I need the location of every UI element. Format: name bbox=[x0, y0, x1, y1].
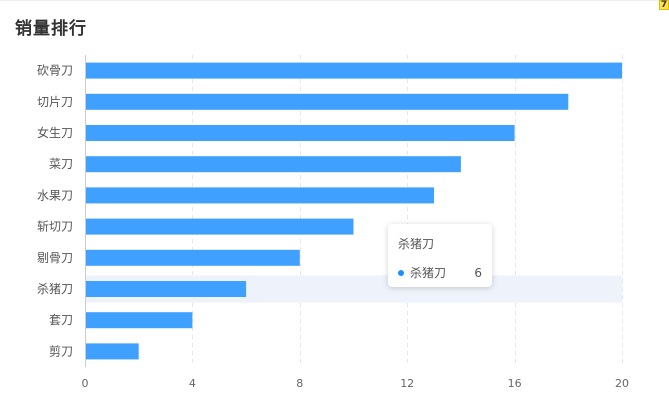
x-tick-label-0: 0 bbox=[82, 377, 89, 390]
category-label-9: 剪刀 bbox=[49, 343, 73, 358]
category-label-0: 砍骨刀 bbox=[37, 63, 73, 78]
category-label-1: 切片刀 bbox=[37, 95, 73, 109]
x-tick-label-4: 16 bbox=[508, 377, 522, 390]
bars bbox=[85, 62, 622, 360]
category-label-4: 水果刀 bbox=[37, 188, 73, 202]
x-tick-label-2: 8 bbox=[296, 377, 303, 390]
bar-1[interactable] bbox=[85, 93, 569, 110]
category-label-5: 斩切刀 bbox=[37, 220, 73, 234]
category-label-3: 菜刀 bbox=[49, 157, 73, 171]
tooltip-title: 杀猪刀 bbox=[398, 237, 435, 251]
bar-8[interactable] bbox=[85, 312, 193, 329]
bar-6[interactable] bbox=[85, 249, 300, 266]
x-tick-label-3: 12 bbox=[400, 377, 414, 390]
x-tick-labels: 0 4 8 12 16 20 bbox=[82, 377, 630, 390]
bar-7[interactable] bbox=[85, 281, 247, 297]
tooltip: 杀猪刀 杀猪刀 6 bbox=[388, 224, 492, 287]
x-tick-label-5: 20 bbox=[615, 377, 629, 390]
category-label-7: 杀猪刀 bbox=[37, 281, 73, 296]
chart-title: 销量排行 bbox=[15, 19, 87, 39]
tooltip-value: 6 bbox=[474, 265, 482, 280]
tooltip-series-name: 杀猪刀 bbox=[410, 266, 447, 280]
x-tick-label-1: 4 bbox=[189, 377, 196, 390]
tooltip-row: 杀猪刀 6 bbox=[398, 264, 482, 281]
category-label-8: 套刀 bbox=[49, 313, 73, 327]
bar-3[interactable] bbox=[85, 156, 461, 173]
bar-4[interactable] bbox=[85, 187, 435, 204]
bar-2[interactable] bbox=[85, 125, 515, 141]
series-dot-icon bbox=[398, 269, 404, 276]
category-label-6: 剔骨刀 bbox=[37, 251, 73, 265]
bar-5[interactable] bbox=[85, 218, 354, 235]
bar-9[interactable] bbox=[85, 343, 139, 360]
bar-0[interactable] bbox=[85, 62, 622, 79]
top-divider bbox=[0, 0, 669, 1]
category-label-2: 女生刀 bbox=[37, 125, 73, 140]
